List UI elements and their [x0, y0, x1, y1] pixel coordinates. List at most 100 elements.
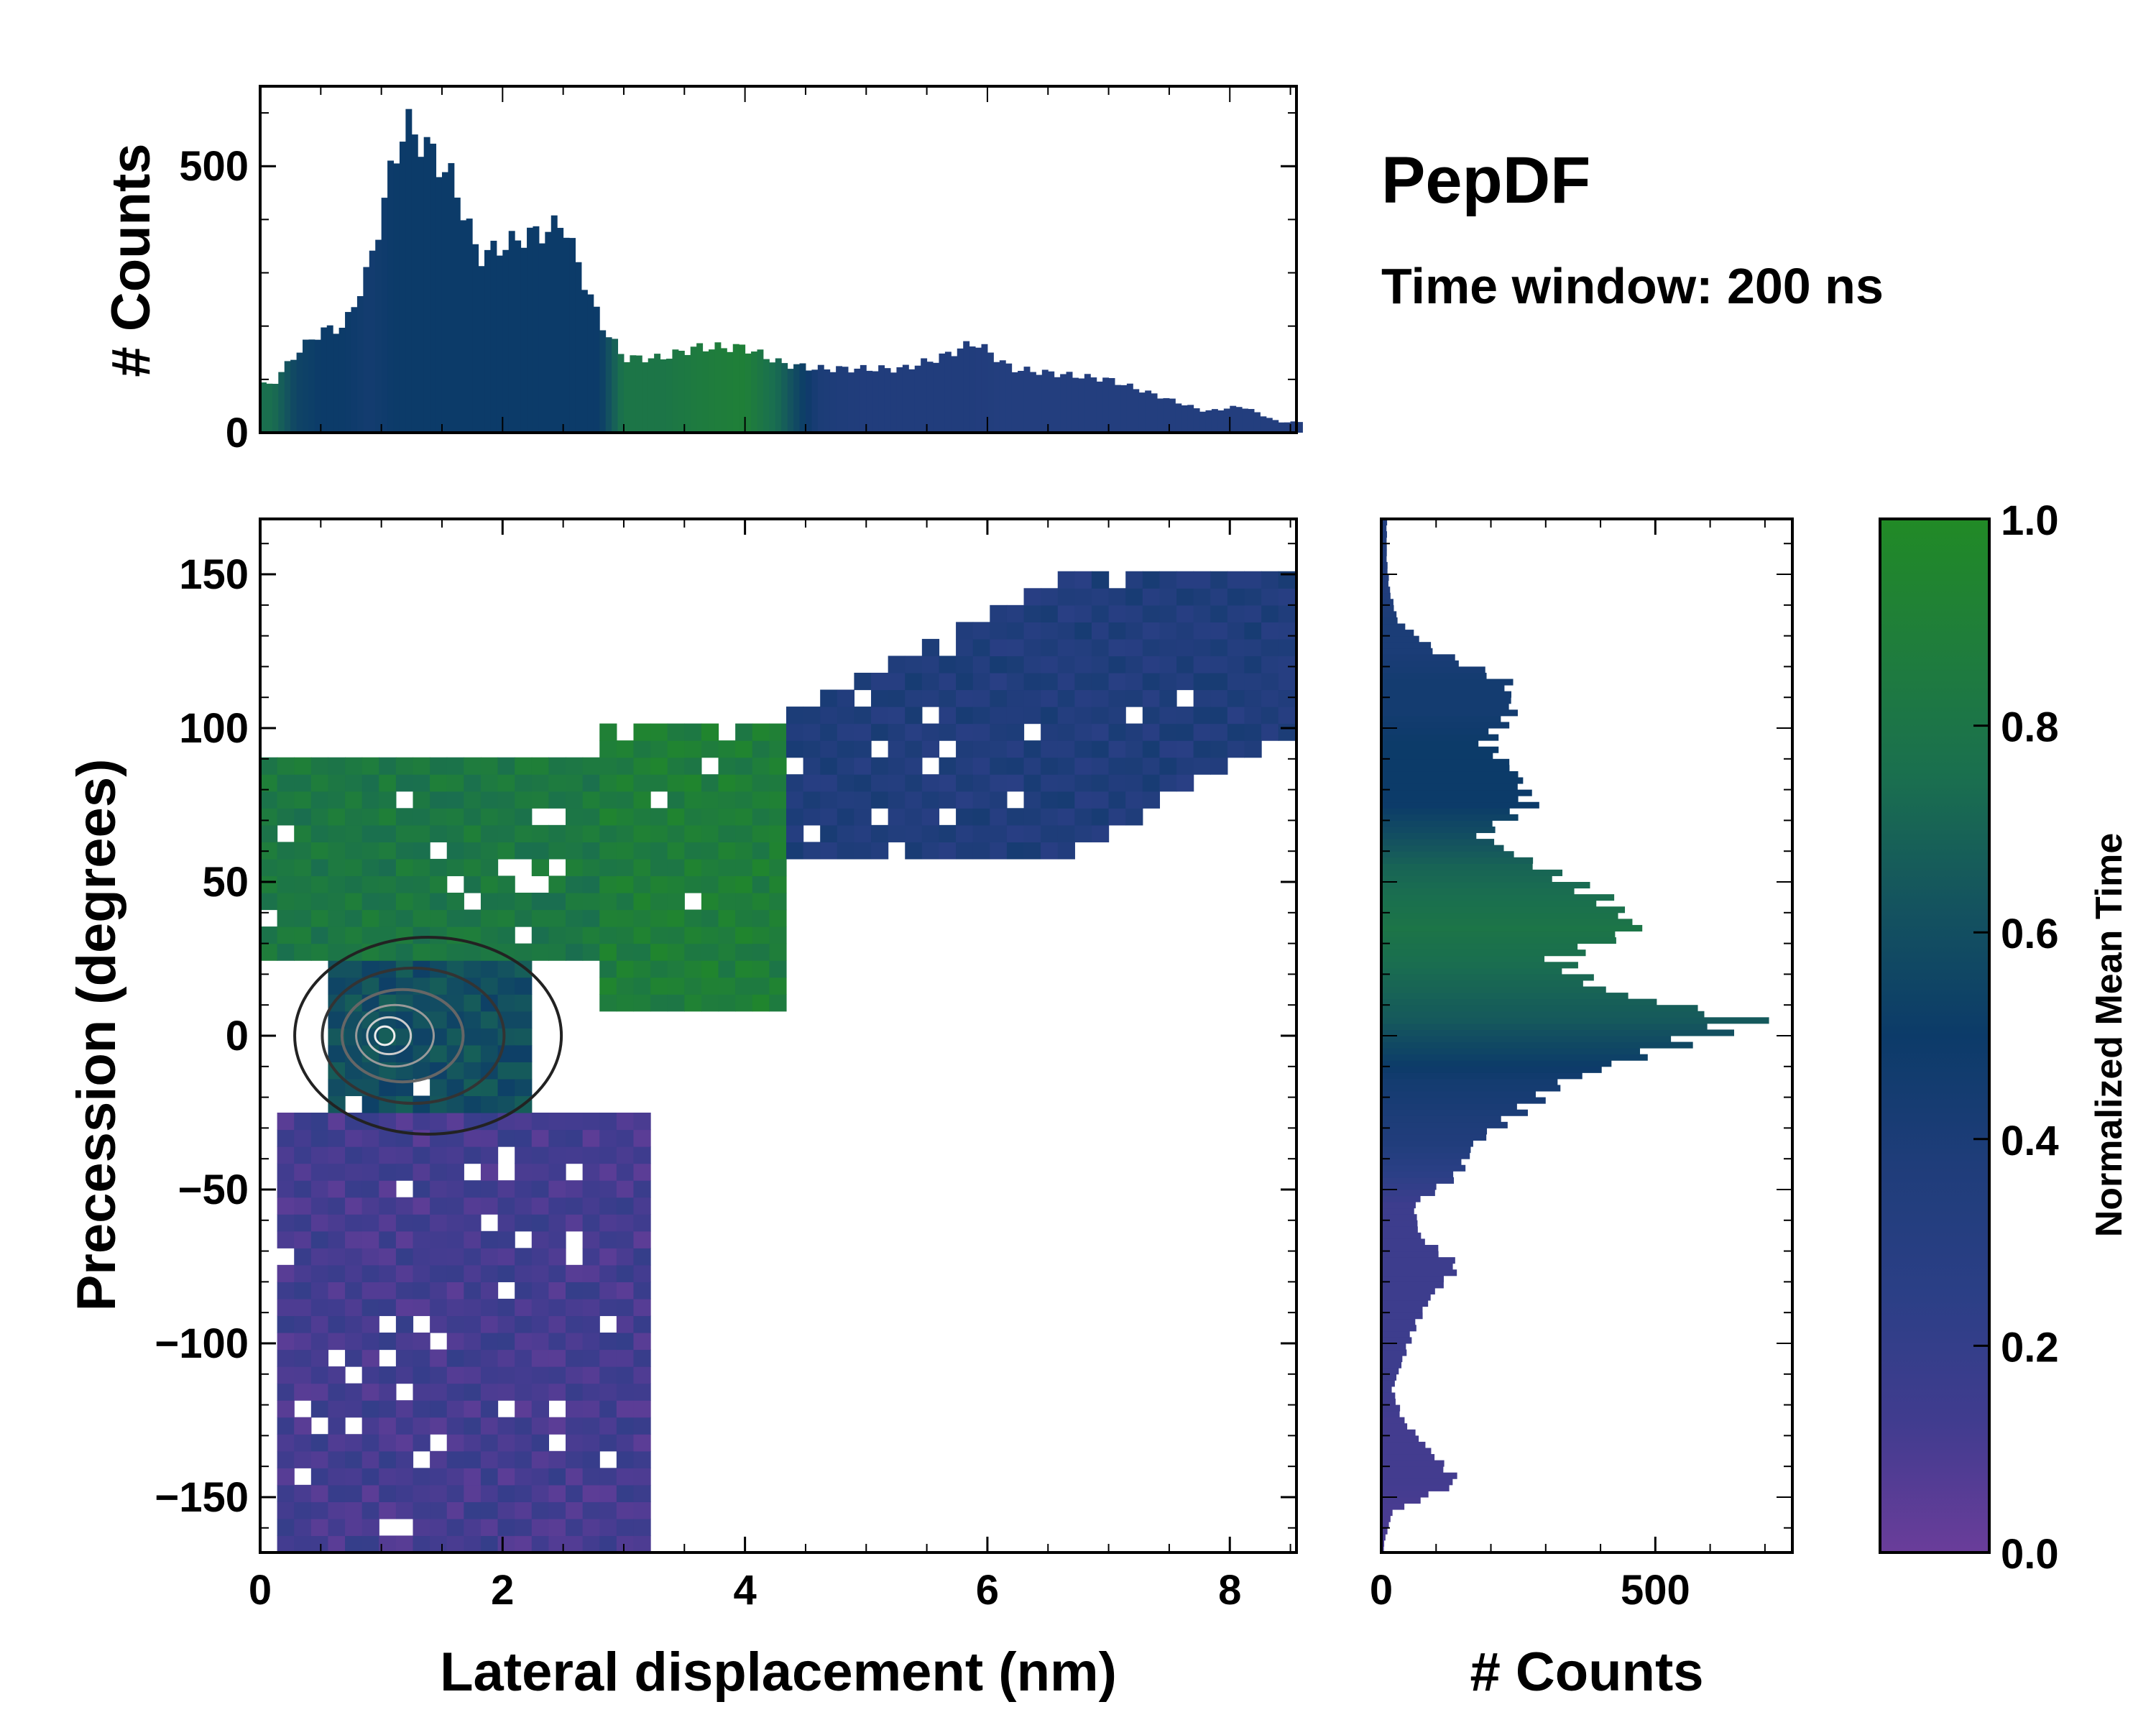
- heatmap-cell: [582, 1349, 600, 1367]
- top-histogram-bar: [538, 243, 545, 433]
- heatmap-cell: [769, 994, 787, 1012]
- heatmap-cell: [990, 638, 1008, 657]
- heatmap-cell: [616, 791, 635, 809]
- heatmap-cell: [921, 740, 940, 758]
- heatmap-cell: [1210, 588, 1228, 606]
- heatmap-cell: [413, 1180, 430, 1198]
- heatmap-cell: [515, 774, 533, 792]
- heatmap-cell: [1074, 808, 1092, 826]
- heatmap-cell: [1244, 689, 1262, 707]
- right-histogram-bar: [1381, 1417, 1405, 1424]
- heatmap-cell: [582, 1417, 600, 1435]
- density-contour: [355, 1003, 436, 1068]
- heatmap-cell: [277, 1366, 295, 1384]
- colorbar-tick-label: 1.0: [2001, 497, 2059, 544]
- heatmap-cell: [633, 994, 651, 1012]
- heatmap-cell: [582, 774, 600, 792]
- heatmap-cell: [650, 892, 668, 911]
- heatmap-cell: [566, 1129, 584, 1147]
- heatmap-cell: [582, 1501, 600, 1519]
- heatmap-cell: [566, 943, 584, 961]
- right-histogram-bar: [1381, 869, 1563, 876]
- heatmap-cell: [260, 808, 278, 826]
- heatmap-cell: [599, 1434, 617, 1452]
- heatmap-cell: [328, 1518, 346, 1537]
- heatmap-cell: [871, 707, 889, 724]
- heatmap-cell: [566, 858, 584, 877]
- heatmap-cell: [616, 1434, 635, 1452]
- right-histogram-bar: [1381, 604, 1394, 612]
- heatmap-cell: [310, 774, 329, 792]
- heatmap-cell: [464, 1214, 482, 1232]
- heatmap-cell: [1041, 842, 1059, 860]
- heatmap-cell: [395, 1264, 414, 1282]
- heatmap-cell: [599, 1163, 617, 1181]
- heatmap-cell: [837, 791, 855, 809]
- heatmap-cell: [379, 1011, 397, 1029]
- heatmap-cell: [599, 1417, 617, 1435]
- heatmap-cell: [548, 1501, 566, 1519]
- heatmap-cell: [328, 1146, 346, 1164]
- heatmap-cell: [430, 1366, 448, 1384]
- heatmap-cell: [430, 1146, 448, 1164]
- heatmap-cell: [345, 1248, 363, 1266]
- heatmap-cell: [956, 638, 974, 657]
- heatmap-cell: [1125, 740, 1143, 758]
- right-histogram-bar: [1381, 1356, 1403, 1363]
- top-histogram-bar: [381, 198, 388, 433]
- heatmap-cell: [718, 909, 736, 927]
- top-histogram-bar: [1278, 422, 1285, 433]
- heatmap-cell: [531, 1332, 549, 1351]
- top-histogram-bar: [751, 351, 757, 433]
- heatmap-cell: [395, 1230, 414, 1248]
- heatmap-cell: [752, 757, 770, 775]
- right-histogram-bar: [1381, 580, 1388, 587]
- heatmap-cell: [616, 1180, 635, 1198]
- heatmap-cell: [328, 1197, 346, 1215]
- heatmap-cell: [633, 1146, 651, 1164]
- heatmap-cell: [1227, 604, 1245, 622]
- heatmap-cell: [464, 824, 482, 842]
- heatmap-cell: [345, 1518, 363, 1537]
- heatmap-cell: [633, 1197, 651, 1215]
- heatmap-cell: [888, 656, 906, 673]
- top-histogram-bar: [793, 364, 801, 433]
- heatmap-cell: [582, 1315, 600, 1333]
- heatmap-cell: [277, 842, 295, 860]
- right-histogram-bar: [1381, 574, 1389, 581]
- heatmap-cell: [684, 960, 702, 978]
- heatmap-cell: [956, 723, 974, 741]
- right-histogram-bar: [1381, 789, 1532, 796]
- heatmap-cell: [1023, 656, 1041, 673]
- heatmap-cell: [310, 926, 329, 944]
- heatmap-cell: [515, 1535, 533, 1552]
- heatmap-cell: [345, 1197, 363, 1215]
- heatmap-cell: [633, 1484, 651, 1502]
- heatmap-cell: [395, 1535, 414, 1552]
- heatmap-cell: [803, 808, 821, 826]
- heatmap-cell: [854, 723, 872, 741]
- right-histogram-bar: [1381, 1017, 1769, 1024]
- heatmap-cell: [633, 842, 651, 860]
- heatmap-cell: [650, 757, 668, 775]
- right-histogram-bar: [1381, 1496, 1421, 1504]
- heatmap-cell: [990, 689, 1008, 707]
- right-histogram-bar: [1381, 1435, 1419, 1443]
- heatmap-cell: [718, 875, 736, 893]
- heatmap-cell: [480, 1129, 499, 1147]
- heatmap-cell: [413, 808, 430, 826]
- heatmap-cell: [413, 1282, 430, 1300]
- heatmap-cell: [633, 1163, 651, 1181]
- heatmap-cell: [582, 858, 600, 877]
- heatmap-cell: [446, 1214, 464, 1232]
- heatmap-cell: [599, 1366, 617, 1384]
- heatmap-cell: [1261, 656, 1279, 673]
- heatmap-cell: [480, 791, 499, 809]
- heatmap-cell: [345, 858, 363, 877]
- heatmap-cell: [480, 774, 499, 792]
- heatmap-cell: [277, 791, 295, 809]
- heatmap-cell: [854, 808, 872, 826]
- heatmap-cell: [786, 791, 804, 809]
- heatmap-cell: [345, 1450, 363, 1468]
- heatmap-cell: [616, 740, 635, 758]
